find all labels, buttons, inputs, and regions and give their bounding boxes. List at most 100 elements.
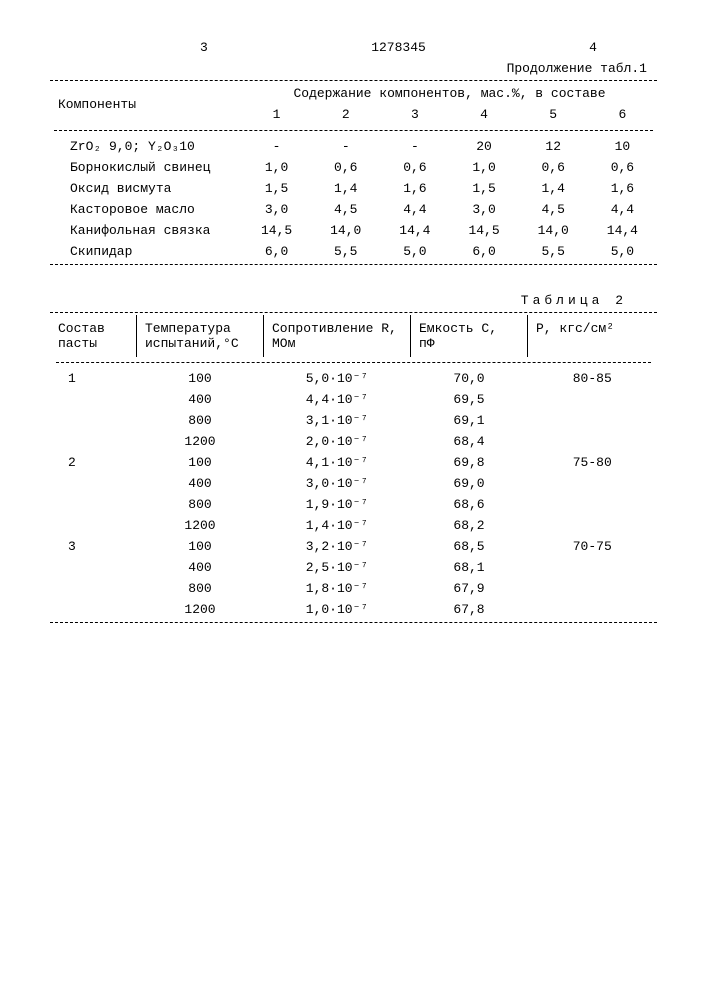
cell-value: 1,5 [242, 178, 311, 199]
t2-cell: 1200 [137, 431, 264, 452]
component-label: Канифольная связка [50, 220, 242, 241]
cell-value: 4,5 [311, 199, 380, 220]
t2-cell [528, 389, 658, 410]
t2-cell: 69,1 [411, 410, 528, 431]
component-label: Оксид висмута [50, 178, 242, 199]
t2-cell [50, 515, 137, 536]
t2-cell: 80-85 [528, 368, 658, 389]
cell-value: 14,4 [380, 220, 449, 241]
cell-value: 3,0 [449, 199, 518, 220]
t2-cell: 3 [50, 536, 137, 557]
t2-cell: 1,8·10⁻⁷ [264, 578, 411, 599]
t2-cell [528, 578, 658, 599]
cell-value: 3,0 [242, 199, 311, 220]
subcol-6: 6 [588, 104, 657, 125]
t2-cell: 1200 [137, 515, 264, 536]
t2-cell: 1200 [137, 599, 264, 620]
t2-cell: 1,9·10⁻⁷ [264, 494, 411, 515]
t2-cell: 800 [137, 410, 264, 431]
cell-value: 14,4 [588, 220, 657, 241]
divider [50, 80, 657, 81]
cell-value: 4,4 [588, 199, 657, 220]
t2-cell [50, 431, 137, 452]
t2-cell [528, 473, 658, 494]
doc-number: 1278345 [371, 40, 426, 55]
t2-cell: 3,1·10⁻⁷ [264, 410, 411, 431]
t2-cell: 69,0 [411, 473, 528, 494]
divider [56, 362, 651, 363]
t2-cell: 70-75 [528, 536, 658, 557]
t2-cell: 68,4 [411, 431, 528, 452]
t2-cell [528, 410, 658, 431]
t2-cell: 5,0·10⁻⁷ [264, 368, 411, 389]
t2-cell: 69,8 [411, 452, 528, 473]
cell-value: 14,0 [519, 220, 588, 241]
table2: Состав пасты Температура испытаний,°С Со… [50, 315, 657, 620]
t2-cell: 68,6 [411, 494, 528, 515]
t2-cell: 100 [137, 536, 264, 557]
t2-cell: 70,0 [411, 368, 528, 389]
subcol-2: 2 [311, 104, 380, 125]
t2-cell [50, 389, 137, 410]
cell-value: 4,4 [380, 199, 449, 220]
t2-head-c: Емкость С, пФ [411, 315, 528, 357]
t2-cell [528, 515, 658, 536]
cell-value: 1,4 [519, 178, 588, 199]
t2-cell [50, 410, 137, 431]
t2-cell [50, 473, 137, 494]
cell-value: 10 [588, 136, 657, 157]
t2-cell: 2,5·10⁻⁷ [264, 557, 411, 578]
cell-value: - [380, 136, 449, 157]
t2-head-r: Сопротивление R, МОм [264, 315, 411, 357]
t2-head-p: Р, кгс/см² [528, 315, 658, 357]
cell-value: 14,5 [449, 220, 518, 241]
col-components: Компоненты [50, 83, 242, 125]
t2-cell: 3,2·10⁻⁷ [264, 536, 411, 557]
cell-value: 5,0 [380, 241, 449, 262]
cell-value: 1,0 [449, 157, 518, 178]
t2-head-temp: Температура испытаний,°С [137, 315, 264, 357]
t2-cell: 400 [137, 389, 264, 410]
t2-cell: 100 [137, 452, 264, 473]
t2-cell: 67,8 [411, 599, 528, 620]
page-num-right: 4 [589, 40, 597, 55]
t2-cell: 400 [137, 473, 264, 494]
t2-cell [50, 578, 137, 599]
t2-cell: 69,5 [411, 389, 528, 410]
t2-cell [50, 599, 137, 620]
component-label: ZrO₂ 9,0; Y₂O₃10 [50, 136, 242, 157]
cell-value: 5,0 [588, 241, 657, 262]
t2-cell: 400 [137, 557, 264, 578]
page-num-left: 3 [200, 40, 208, 55]
cell-value: 1,6 [380, 178, 449, 199]
t2-cell: 68,1 [411, 557, 528, 578]
subcol-5: 5 [519, 104, 588, 125]
t2-cell: 1,4·10⁻⁷ [264, 515, 411, 536]
t2-cell [528, 431, 658, 452]
t2-cell: 1 [50, 368, 137, 389]
t2-cell: 2 [50, 452, 137, 473]
cell-value: 1,6 [588, 178, 657, 199]
cell-value: 12 [519, 136, 588, 157]
cell-value: 0,6 [311, 157, 380, 178]
cell-value: 5,5 [311, 241, 380, 262]
table1-continuation: Продолжение табл.1 [50, 61, 657, 76]
t2-cell: 800 [137, 578, 264, 599]
cell-value: 14,0 [311, 220, 380, 241]
t2-cell: 100 [137, 368, 264, 389]
cell-value: 1,5 [449, 178, 518, 199]
t2-cell: 1,0·10⁻⁷ [264, 599, 411, 620]
subcol-3: 3 [380, 104, 449, 125]
cell-value: 4,5 [519, 199, 588, 220]
t2-cell: 67,9 [411, 578, 528, 599]
divider [50, 264, 657, 265]
cell-value: 1,0 [242, 157, 311, 178]
table2-title: Таблица 2 [50, 293, 657, 308]
t2-cell [528, 494, 658, 515]
component-label: Касторовое масло [50, 199, 242, 220]
t2-cell: 3,0·10⁻⁷ [264, 473, 411, 494]
cell-value: 5,5 [519, 241, 588, 262]
t2-cell [528, 599, 658, 620]
cell-value: 6,0 [449, 241, 518, 262]
t2-cell: 75-80 [528, 452, 658, 473]
